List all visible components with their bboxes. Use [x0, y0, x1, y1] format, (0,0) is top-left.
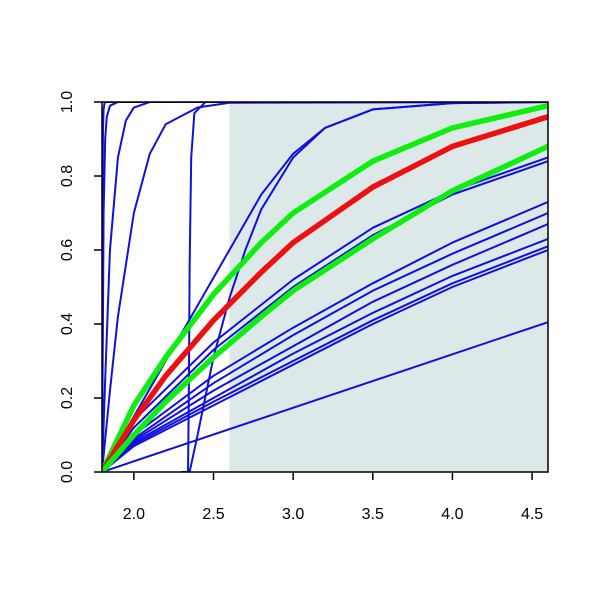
series-line-18	[102, 114, 548, 472]
y-tick-label: 0.2	[59, 387, 76, 409]
x-tick-label: 2.0	[123, 506, 145, 523]
plot-frame	[101, 101, 549, 473]
x-tick-label: 3.0	[282, 506, 304, 523]
x-tick-label: 3.5	[362, 506, 384, 523]
series-line-19	[102, 143, 548, 472]
y-axis: 0.0 0.2 0.4 0.6 0.8 1.0	[59, 91, 102, 483]
y-tick-label: 1.0	[59, 91, 76, 113]
series-line-9	[102, 160, 548, 472]
series-group	[102, 102, 548, 472]
series-line-12	[102, 223, 548, 472]
series-line-15	[102, 249, 548, 472]
x-tick-label: 4.5	[521, 506, 543, 523]
y-tick-label: 0.4	[59, 313, 76, 335]
series-line-16	[102, 321, 548, 472]
y-tick-label: 0.8	[59, 165, 76, 187]
series-line-7	[188, 102, 548, 472]
y-tick-label: 0.6	[59, 239, 76, 261]
plot-area	[101, 101, 549, 473]
x-tick-label: 2.5	[202, 506, 224, 523]
series-line-5	[180, 102, 548, 472]
series-line-14	[102, 245, 548, 472]
series-line-4	[102, 102, 548, 472]
series-line-13	[102, 237, 548, 472]
series-line-3	[102, 102, 548, 472]
x-axis: 2.0 2.5 3.0 3.5 4.0 4.5	[123, 472, 543, 523]
y-tick-label: 0.0	[59, 461, 76, 483]
series-line-17	[102, 102, 548, 472]
x-tick-label: 4.0	[441, 506, 463, 523]
